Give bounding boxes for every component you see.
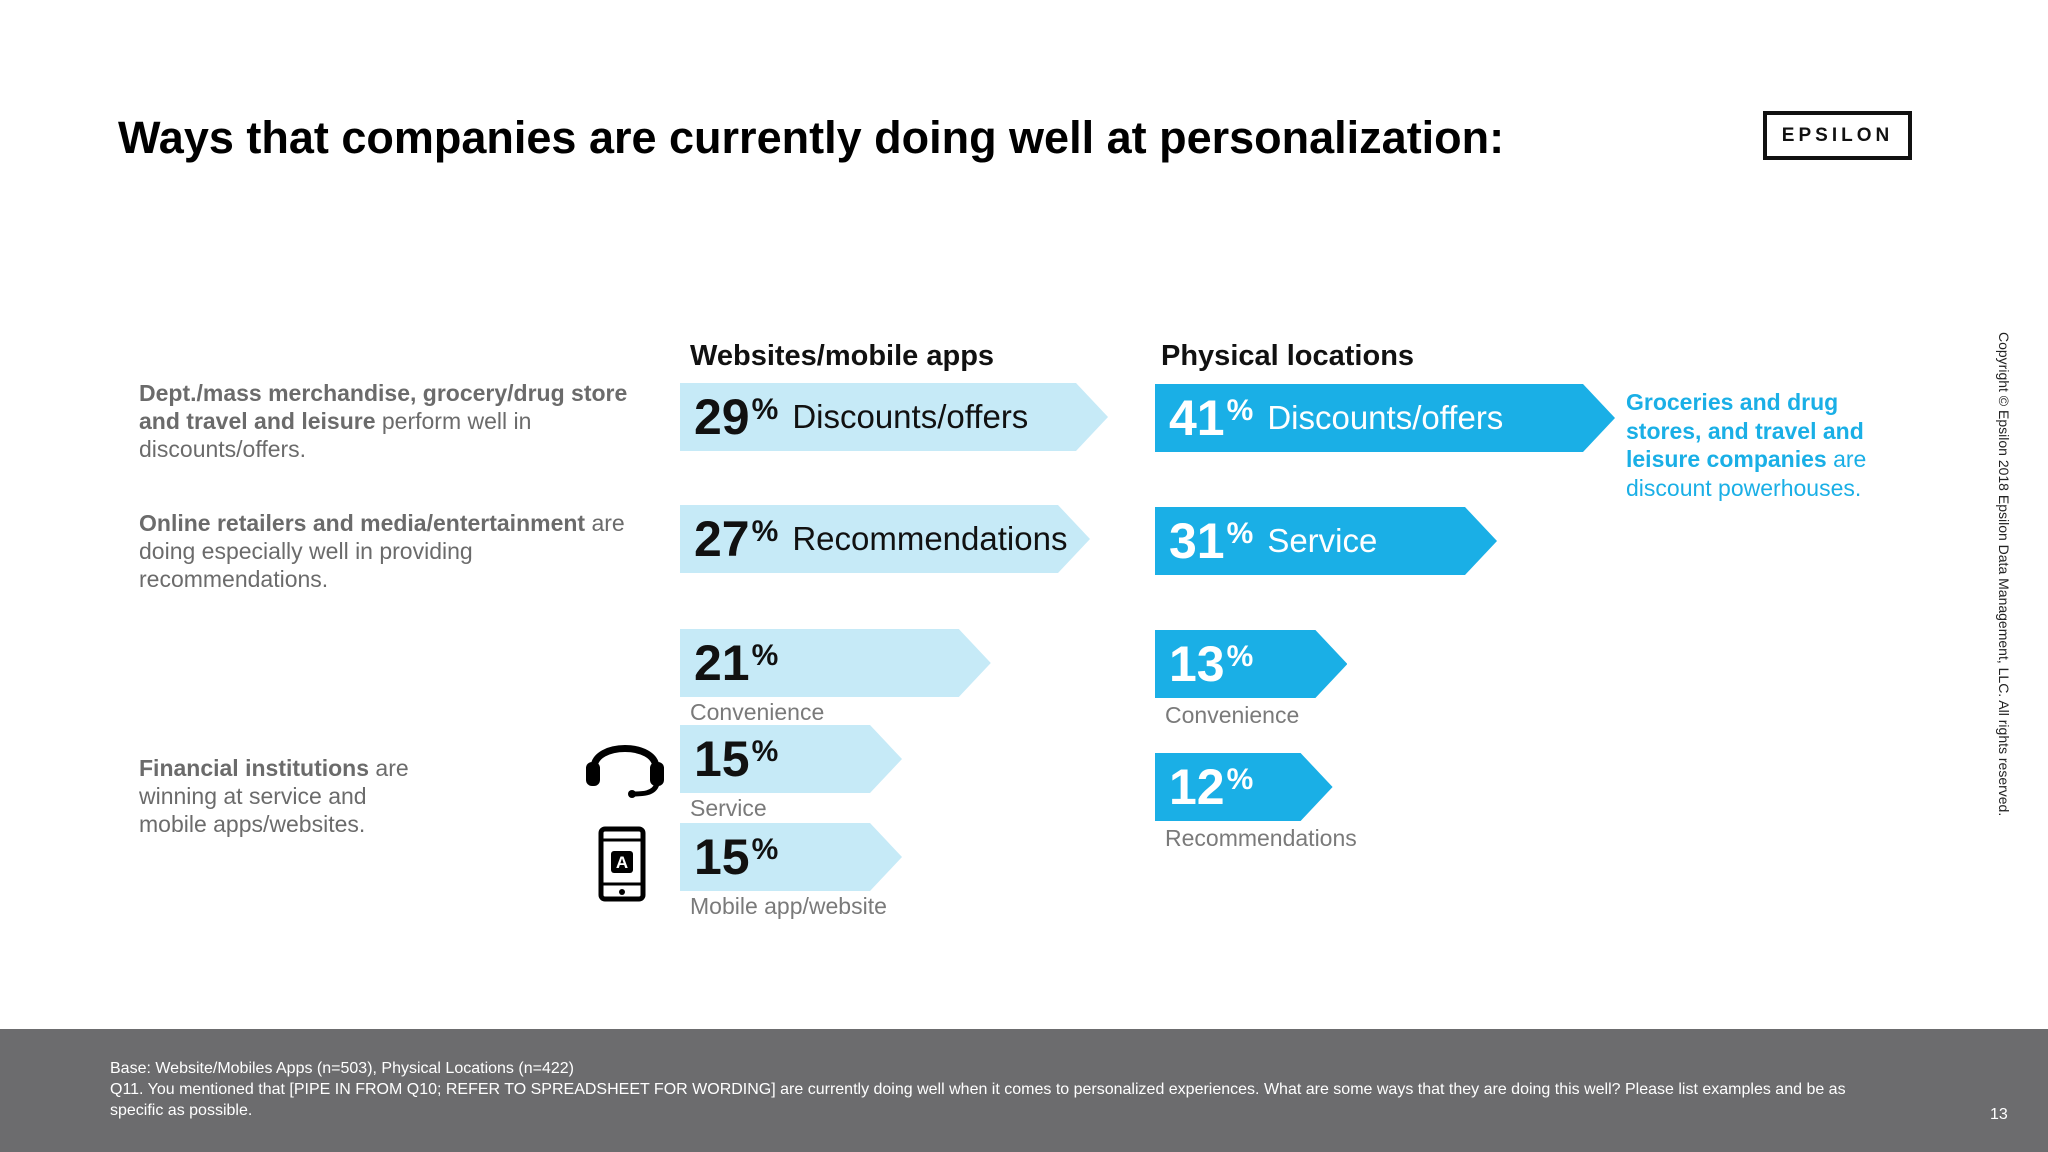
bar-shape: [680, 383, 1108, 451]
bar-value: 12: [1169, 759, 1225, 815]
bar-unit: %: [1226, 517, 1254, 550]
bar-phys-1: 31% Service: [1155, 507, 1497, 575]
note-financial: Financial institutions are winning at se…: [139, 754, 439, 838]
bar-label-group: 12%: [1169, 753, 1253, 821]
bar-category-label: Discounts/offers: [1267, 399, 1504, 436]
bar-web-1: 27% Recommendations: [680, 505, 1090, 573]
bar-value: 31: [1169, 513, 1225, 569]
bar-unit: %: [751, 833, 779, 866]
bar-label-group: 27% Recommendations: [694, 505, 1067, 573]
physical-column-title: Physical locations: [1161, 340, 1415, 372]
bar-value: 41: [1169, 390, 1225, 446]
bar-unit: %: [1226, 763, 1254, 796]
callout-text: Groceries and drug stores, and travel an…: [1626, 388, 1916, 502]
bar-web-4: 15%: [680, 823, 902, 891]
note-rest: are winning at service and mobile apps/w…: [139, 755, 409, 837]
bar-unit: %: [751, 515, 779, 548]
web-column-title: Websites/mobile apps: [690, 340, 995, 372]
note-recommendations: Online retailers and media/entertainment…: [139, 509, 659, 593]
bar-unit: %: [751, 393, 779, 426]
note-rest: perform well in discounts/offers.: [139, 408, 532, 462]
bar-label-group: 21%: [694, 629, 778, 697]
footer-base: Base: Website/Mobiles Apps (n=503), Phys…: [110, 1060, 574, 1077]
note-discounts: Dept./mass merchandise, grocery/drug sto…: [139, 379, 659, 463]
bar-value: 29: [694, 389, 750, 445]
bar-value: 15: [694, 731, 750, 787]
bar-shape: [680, 629, 991, 697]
bar-shape: [1155, 507, 1497, 575]
bar-web-2: 21%: [680, 629, 991, 697]
bar-shape: [1155, 630, 1347, 698]
bar-web-3: 15%: [680, 725, 902, 793]
bar-label-group: 29% Discounts/offers: [694, 383, 1028, 451]
note-bold: Financial institutions: [139, 755, 370, 781]
bar-shape: [680, 823, 902, 891]
bar-shape: [1155, 753, 1333, 821]
bar-phys-2: 13%: [1155, 630, 1347, 698]
bar-unit: %: [1226, 394, 1254, 427]
bar-category-label: Convenience: [1165, 702, 1300, 728]
note-bold: Online retailers and media/entertainment: [139, 510, 586, 536]
callout-bold: Groceries and drug stores, and travel an…: [1626, 389, 1864, 472]
page-title: Ways that companies are currently doing …: [118, 112, 1505, 163]
bar-category-label: Discounts/offers: [792, 398, 1029, 435]
copyright-text: Copyright © Epsilon 2018 Epsilon Data Ma…: [1996, 332, 2012, 817]
bar-label-group: 13%: [1169, 630, 1253, 698]
bar-category-label: Mobile app/website: [690, 893, 887, 919]
bar-label-group: 41% Discounts/offers: [1169, 384, 1503, 452]
bar-shape: [680, 505, 1090, 573]
callout-rest: are discount powerhouses.: [1626, 446, 1867, 501]
bar-category-label: Service: [1267, 522, 1378, 559]
epsilon-logo: EPSILON: [1763, 111, 1912, 160]
bar-value: 21: [694, 635, 750, 691]
bar-shape: [1155, 384, 1615, 452]
bar-unit: %: [751, 639, 779, 672]
bar-label-group: 15%: [694, 823, 778, 891]
bar-shape: [680, 725, 902, 793]
bar-category-label: Recommendations: [792, 520, 1068, 557]
bar-category-label: Service: [690, 795, 767, 821]
mobile-app-icon: A: [598, 826, 646, 902]
bar-label-group: 31% Service: [1169, 507, 1377, 575]
svg-text:A: A: [616, 853, 628, 872]
footer-question: Q11. You mentioned that [PIPE IN FROM Q1…: [110, 1081, 1846, 1119]
bar-value: 13: [1169, 636, 1225, 692]
bar-unit: %: [751, 735, 779, 768]
bar-value: 15: [694, 829, 750, 885]
note-rest: are doing especially well in providing r…: [139, 510, 625, 592]
footer: Base: Website/Mobiles Apps (n=503), Phys…: [0, 1029, 2048, 1152]
page-number: 13: [1990, 1106, 2008, 1123]
bar-label-group: 15%: [694, 725, 778, 793]
bar-category-label: Convenience: [690, 699, 825, 725]
bar-phys-3: 12%: [1155, 753, 1333, 821]
bar-value: 27: [694, 511, 750, 567]
bar-unit: %: [1226, 640, 1254, 673]
headset-icon: [586, 745, 664, 798]
bar-category-label: Recommendations: [1165, 825, 1357, 851]
note-bold: Dept./mass merchandise, grocery/drug sto…: [139, 380, 628, 434]
bar-phys-0: 41% Discounts/offers: [1155, 384, 1615, 452]
bar-web-0: 29% Discounts/offers: [680, 383, 1108, 451]
